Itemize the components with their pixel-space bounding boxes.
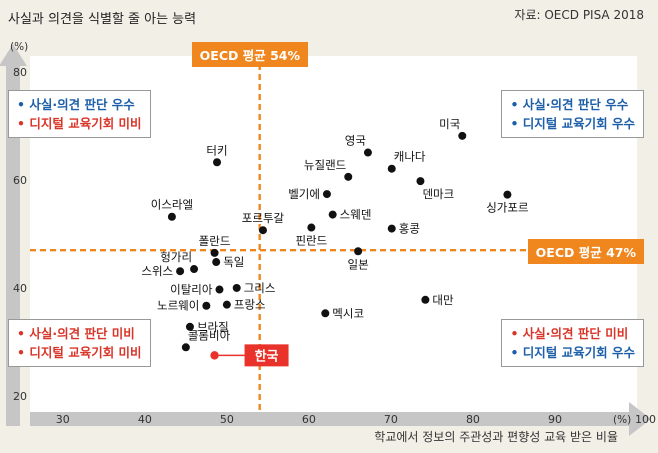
x-tick-label: 40 — [138, 413, 152, 426]
data-point — [354, 247, 363, 256]
x-tick-label: 90 — [548, 413, 562, 426]
y-tick-label: 80 — [13, 66, 27, 79]
data-point — [176, 267, 185, 276]
y-unit-label: (%) — [10, 41, 28, 53]
quadrant-text: • 디지털 교육기회 미비 — [17, 345, 142, 360]
data-label: 브라질 — [197, 320, 229, 334]
data-point — [387, 164, 396, 173]
data-label: 스위스 — [141, 264, 173, 278]
x-tick-label: 50 — [220, 413, 234, 426]
data-point — [363, 148, 372, 157]
x-axis-bar — [30, 412, 631, 426]
data-label: 폴란드 — [199, 234, 231, 248]
data-label: 싱가포르 — [486, 201, 528, 215]
data-label: 포르투갈 — [242, 211, 285, 225]
quadrant-text: • 디지털 교육기회 미비 — [17, 116, 142, 131]
data-point — [503, 190, 512, 199]
quadrant-box-top-right: • 사실·의견 판단 우수 • 디지털 교육기회 우수 — [501, 90, 644, 138]
data-label: 헝가리 — [160, 250, 192, 264]
data-point — [258, 226, 267, 235]
y-tick-label: 20 — [13, 390, 27, 403]
data-point — [210, 248, 219, 257]
data-label: 벨기에 — [288, 187, 320, 201]
data-point — [181, 343, 190, 352]
x-tick-label: 100 — [635, 413, 656, 426]
x-axis-arrowhead — [629, 402, 651, 436]
data-point-highlight — [210, 351, 219, 360]
quadrant-box-bottom-right: • 사실·의견 판단 미비 • 디지털 교육기회 우수 — [501, 319, 644, 367]
data-point — [213, 158, 222, 167]
data-label: 일본 — [348, 257, 369, 271]
y-tick-label: 40 — [13, 282, 27, 295]
data-label: 멕시코 — [332, 306, 364, 320]
data-point — [215, 285, 224, 294]
data-label-highlight: 한국 — [255, 348, 279, 364]
data-label: 스웨덴 — [340, 208, 372, 222]
data-label: 뉴질랜드 — [304, 158, 346, 172]
data-point — [167, 212, 176, 221]
data-label: 덴마크 — [422, 187, 454, 201]
x-axis-label: 학교에서 정보의 주관성과 편향성 교육 받은 비율 — [374, 430, 618, 444]
data-point — [185, 322, 194, 331]
data-point — [190, 265, 199, 274]
quadrant-text: • 디지털 교육기회 우수 — [510, 116, 635, 131]
data-label: 핀란드 — [295, 234, 327, 248]
data-point — [387, 224, 396, 233]
y-axis-arrowhead — [0, 44, 27, 66]
data-label: 그리스 — [244, 281, 276, 295]
data-point — [458, 131, 467, 140]
x-tick-label: 70 — [384, 413, 398, 426]
data-label: 독일 — [223, 255, 244, 269]
data-point — [222, 300, 231, 309]
x-tick-label: 80 — [466, 413, 480, 426]
data-label: 이탈리아 — [170, 283, 213, 297]
data-label: 홍콩 — [399, 222, 420, 236]
data-label: 노르웨이 — [157, 299, 199, 313]
quadrant-text: • 사실·의견 판단 미비 — [510, 326, 629, 341]
quadrant-text: • 사실·의견 판단 미비 — [17, 326, 135, 341]
data-point — [421, 295, 430, 304]
oecd-avg-y-label: OECD 평균 47% — [527, 239, 644, 265]
data-point — [328, 210, 337, 219]
data-label: 프랑스 — [234, 298, 266, 312]
data-label: 터키 — [206, 143, 227, 157]
chart-title: 사실과 의견을 식별할 줄 아는 능력 — [8, 12, 197, 27]
highlight-label-box — [244, 344, 289, 367]
quadrant-text: • 사실·의견 판단 우수 — [17, 97, 135, 112]
data-label: 대만 — [432, 293, 454, 307]
x-tick-label: 30 — [56, 413, 70, 426]
data-label: 콜롬비아 — [188, 328, 231, 342]
data-label: 영국 — [345, 134, 366, 148]
data-point — [202, 301, 211, 310]
data-point — [322, 190, 331, 199]
y-tick-label: 60 — [13, 174, 27, 187]
quadrant-text: • 사실·의견 판단 우수 — [510, 97, 629, 112]
x-unit-label: (%) — [613, 414, 631, 426]
quadrant-box-bottom-left: • 사실·의견 판단 미비 • 디지털 교육기회 미비 — [8, 319, 151, 367]
quadrant-text: • 디지털 교육기회 우수 — [510, 345, 635, 360]
data-label: 미국 — [439, 117, 460, 131]
data-label: 캐나다 — [394, 150, 426, 164]
x-tick-label: 60 — [302, 413, 316, 426]
quadrant-box-top-left: • 사실·의견 판단 우수 • 디지털 교육기회 미비 — [8, 90, 151, 138]
data-label: 이스라엘 — [151, 198, 193, 212]
data-point — [232, 283, 241, 292]
data-point — [307, 223, 316, 232]
data-point — [212, 258, 221, 267]
data-point — [416, 177, 425, 186]
data-point — [344, 172, 353, 181]
oecd-avg-x-label: OECD 평균 54% — [191, 42, 309, 67]
source-note: 자료: OECD PISA 2018 — [514, 8, 644, 22]
data-point — [321, 309, 330, 318]
